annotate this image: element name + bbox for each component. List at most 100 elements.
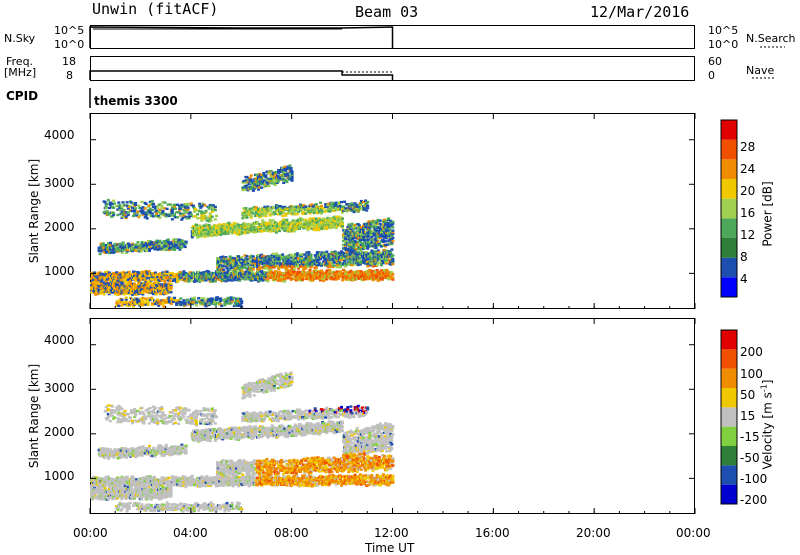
- power-pixel: [351, 202, 354, 204]
- power-pixel: [261, 214, 264, 216]
- power-pixel: [112, 212, 115, 214]
- power-pixel: [342, 252, 345, 254]
- power-pixel: [171, 218, 174, 220]
- power-pixel: [187, 206, 190, 208]
- power-pixel: [336, 266, 339, 268]
- power-pixel: [301, 279, 304, 281]
- power-pixel: [152, 203, 155, 205]
- power-pixel: [170, 286, 173, 288]
- power-pixel: [340, 201, 343, 203]
- power-pixel: [193, 297, 196, 299]
- power-pixel: [279, 205, 282, 207]
- power-pixel: [174, 208, 177, 210]
- power-pixel: [387, 217, 390, 219]
- power-pixel: [246, 255, 249, 257]
- power-pixel: [285, 268, 288, 270]
- power-pixel: [122, 242, 125, 244]
- power-pixel: [290, 167, 293, 169]
- power-pixel: [151, 212, 154, 214]
- power-pixel: [332, 264, 335, 266]
- power-pixel: [214, 209, 217, 211]
- power-pixel: [376, 269, 379, 271]
- power-pixel: [182, 299, 185, 301]
- power-pixel: [379, 220, 382, 222]
- power-pixel: [163, 305, 166, 307]
- power-pixel: [366, 205, 369, 207]
- power-pixel: [125, 297, 128, 299]
- power-pixel: [341, 279, 344, 281]
- power-pixel: [268, 185, 271, 187]
- nsky-line: [90, 27, 393, 48]
- power-pixel: [391, 263, 394, 265]
- power-pixel: [192, 301, 195, 303]
- power-pixel: [304, 205, 307, 207]
- power-pixel: [220, 305, 223, 307]
- power-pixel: [166, 208, 169, 210]
- power-pixel: [160, 205, 163, 207]
- power-pixel: [262, 179, 265, 181]
- power-pixel: [276, 262, 279, 264]
- power-pixel: [391, 221, 394, 223]
- power-pixel: [190, 213, 193, 215]
- power-pixel: [203, 204, 206, 206]
- power-pixel: [205, 231, 208, 233]
- power-pixel: [283, 280, 286, 282]
- power-pixel: [278, 230, 281, 232]
- power-pixel: [142, 210, 145, 212]
- power-pixel: [379, 223, 382, 225]
- power-pixel: [391, 230, 394, 232]
- power-pixel: [164, 280, 167, 282]
- power-pixel: [116, 303, 119, 305]
- power-scatter: [90, 165, 394, 308]
- power-pixel: [170, 282, 173, 284]
- power-pixel: [359, 248, 362, 250]
- power-pixel: [179, 297, 182, 299]
- power-pixel: [192, 205, 195, 207]
- power-pixel: [187, 203, 190, 205]
- power-pixel: [106, 203, 109, 205]
- power-pixel: [260, 187, 263, 189]
- power-pixel: [343, 201, 346, 203]
- power-pixel: [211, 297, 214, 299]
- power-pixel: [134, 244, 137, 246]
- power-pixel: [210, 219, 213, 221]
- power-pixel: [252, 268, 255, 270]
- power-pixel: [391, 226, 394, 228]
- power-pixel: [115, 271, 118, 273]
- power-pixel: [319, 202, 322, 204]
- power-pixel: [238, 268, 241, 270]
- power-pixel: [195, 224, 198, 226]
- power-pixel: [205, 228, 208, 230]
- power-pixel: [180, 204, 183, 206]
- power-pixel: [270, 268, 273, 270]
- power-pixel: [310, 254, 313, 256]
- power-pixel: [391, 254, 394, 256]
- power-pixel: [215, 215, 218, 217]
- power-pixel: [370, 250, 373, 252]
- power-pixel: [391, 240, 394, 242]
- power-pixel: [325, 251, 328, 253]
- power-pixel: [173, 297, 176, 299]
- power-pixel: [180, 247, 183, 249]
- power-pixel: [391, 237, 394, 239]
- power-pixel: [289, 165, 292, 167]
- power-pixel: [390, 248, 393, 250]
- power-pixel: [138, 214, 141, 216]
- power-pixel: [147, 301, 150, 303]
- power-pixel: [117, 305, 120, 307]
- power-pixel: [148, 270, 151, 272]
- power-pixel: [325, 228, 328, 230]
- power-pixel: [252, 190, 255, 192]
- power-pixel: [196, 217, 199, 219]
- power-pixel: [252, 255, 255, 257]
- power-pixel: [148, 250, 151, 252]
- power-pixel: [341, 218, 344, 220]
- power-pixel: [211, 211, 214, 213]
- power-pixel: [134, 202, 137, 204]
- power-pixel: [126, 249, 129, 251]
- power-pixel: [99, 253, 102, 255]
- power-pixel: [164, 201, 167, 203]
- power-pixel: [214, 206, 217, 208]
- power-pixel: [296, 213, 299, 215]
- power-pixel: [151, 209, 154, 211]
